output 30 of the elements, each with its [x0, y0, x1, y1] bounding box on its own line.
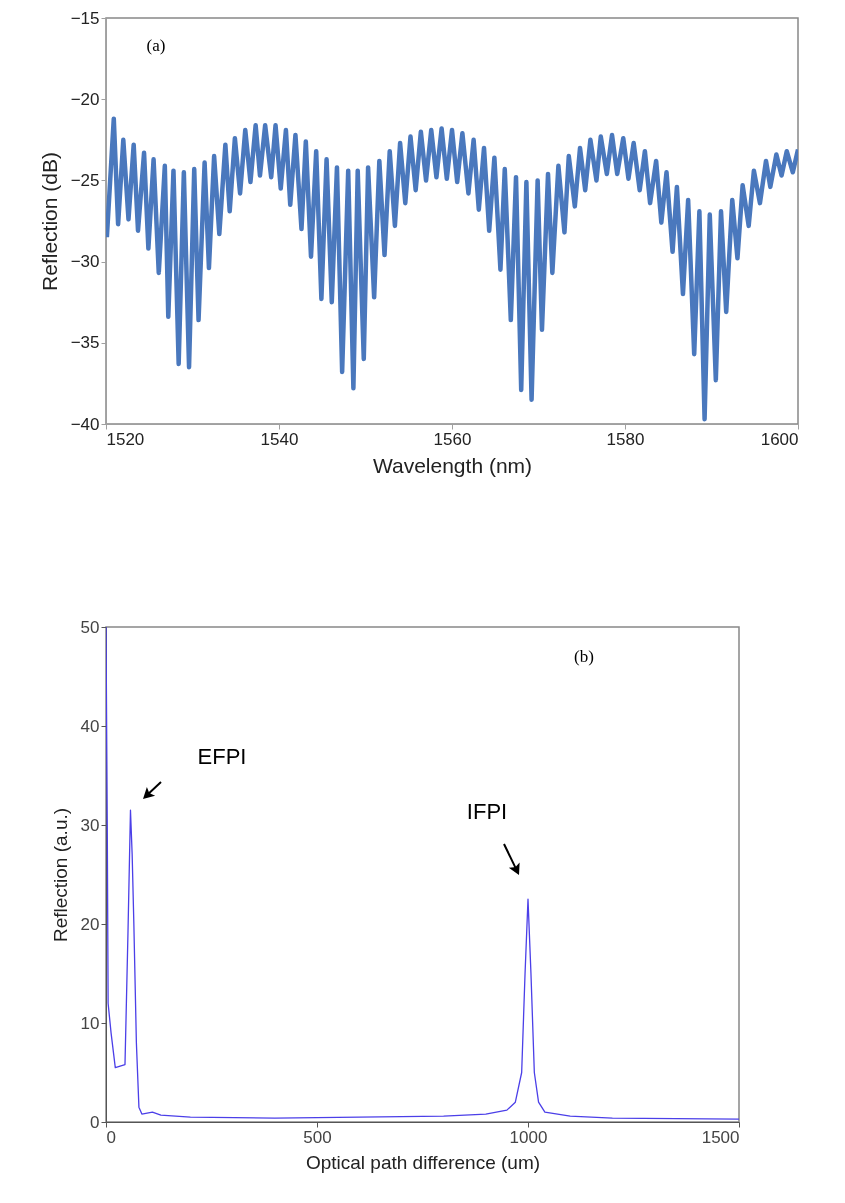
- line-series: [106, 116, 798, 422]
- y-tick-label: −35: [70, 333, 100, 353]
- y-tick-label: 0: [90, 1112, 100, 1132]
- x-tick-label: 500: [303, 1127, 332, 1147]
- y-axis-title: Reflection (a.u.): [49, 807, 71, 943]
- y-tick-label: −25: [70, 170, 100, 190]
- y-tick-label: 20: [80, 914, 100, 934]
- x-tick-label: 0: [106, 1127, 116, 1147]
- y-tick-label: 50: [80, 617, 100, 637]
- x-axis-title: Wavelength (nm): [372, 453, 533, 477]
- y-tick-label: −15: [70, 8, 100, 28]
- annotation: (a): [146, 36, 166, 55]
- y-tick-label: −20: [70, 89, 100, 109]
- x-axis-title: Optical path difference (um): [305, 1151, 541, 1173]
- x-tick-label: 1540: [260, 429, 299, 449]
- y-tick-label: 40: [80, 716, 100, 736]
- y-tick-label: −40: [70, 414, 100, 434]
- annotation: (b): [574, 647, 594, 666]
- x-tick-label: 1520: [106, 429, 145, 449]
- x-tick-label: 1560: [433, 429, 472, 449]
- y-tick-label: 30: [80, 815, 100, 835]
- y-tick-label: 10: [80, 1013, 100, 1033]
- annotation: IFPI: [466, 799, 508, 824]
- x-tick-label: 1500: [701, 1127, 740, 1147]
- x-tick-label: 1600: [760, 429, 799, 449]
- x-tick-label: 1580: [606, 429, 645, 449]
- y-axis-title: Reflection (dB): [37, 152, 61, 291]
- y-tick-label: −30: [70, 252, 100, 272]
- annotation: EFPI: [197, 744, 247, 769]
- x-tick-label: 1000: [509, 1127, 548, 1147]
